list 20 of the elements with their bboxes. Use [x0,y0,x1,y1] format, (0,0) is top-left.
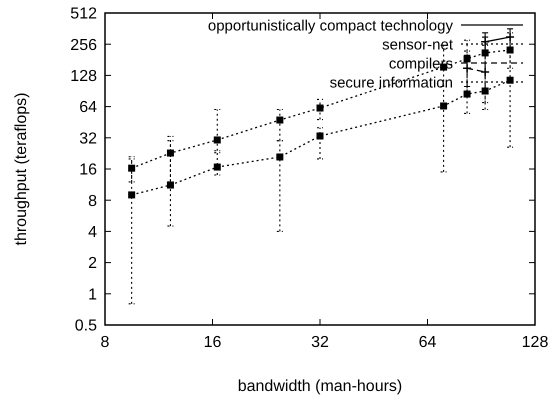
x-axis-title: bandwidth (man-hours) [238,378,402,395]
y-tick-label: 2 [88,255,98,272]
y-tick-label: 256 [70,36,98,54]
y-axis-title: throughput (teraflops) [13,92,30,246]
x-tick-label: 16 [204,334,222,351]
legend-label: opportunistically compact technology [208,17,454,34]
x-tick-label: 128 [522,334,548,351]
y-tick-label: 512 [70,6,98,23]
x-tick-label: 32 [311,334,329,351]
y-tick-label: 128 [70,68,98,85]
y-tick-label: 32 [79,130,98,148]
legend-label: sensor-net [382,36,454,54]
y-tick-label: 1 [88,286,98,304]
y-tick-label: 64 [79,99,98,116]
y-tick-label: 4 [88,224,98,241]
x-tick-label: 64 [418,334,436,351]
x-tick-label: 8 [100,334,110,351]
y-tick-label: 16 [79,162,98,179]
y-tick-label: 8 [88,192,98,210]
y-tick-label: 0.5 [74,318,98,335]
